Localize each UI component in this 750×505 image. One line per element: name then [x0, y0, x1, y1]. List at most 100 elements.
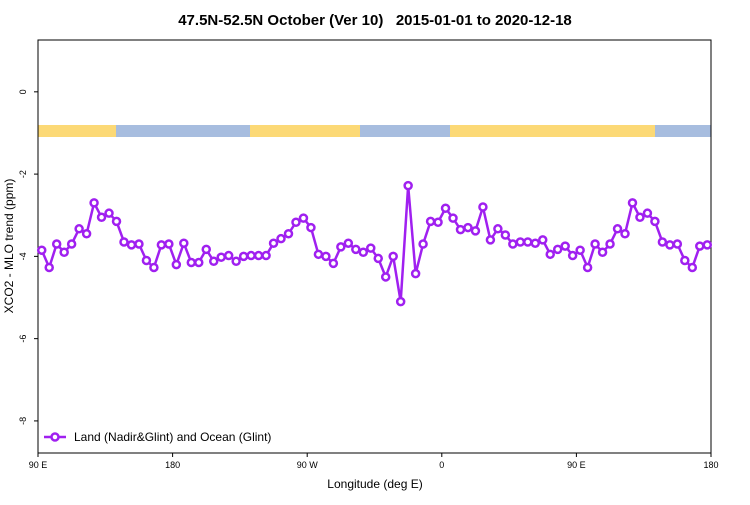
y-tick-label: -6 [18, 335, 28, 343]
point [463, 222, 473, 233]
y-tick-label: 0 [18, 89, 28, 94]
point [478, 202, 488, 212]
point [508, 239, 518, 249]
point [567, 250, 578, 261]
x-tick-label: 180 [703, 460, 718, 470]
point [134, 239, 144, 249]
point [141, 255, 152, 266]
x-tick-label: 90 E [567, 460, 586, 470]
point [74, 224, 84, 234]
point [201, 244, 211, 255]
point [268, 238, 279, 248]
point [500, 230, 511, 240]
y-tick-label: -8 [18, 417, 28, 425]
point [433, 217, 443, 227]
point [283, 228, 294, 239]
point [418, 239, 428, 249]
point [59, 247, 69, 258]
point [119, 237, 129, 247]
point [612, 224, 623, 234]
point [81, 228, 92, 239]
point [336, 242, 346, 252]
point [171, 259, 182, 270]
point [291, 217, 301, 227]
point [358, 247, 369, 258]
x-tick-label: 90 W [297, 460, 319, 470]
point [582, 262, 593, 273]
point [560, 241, 570, 251]
point [680, 255, 690, 266]
point [223, 250, 234, 261]
y-tick-label: -4 [18, 252, 28, 260]
point [208, 256, 219, 267]
point [515, 237, 526, 247]
point [373, 253, 383, 264]
point [89, 198, 99, 208]
point [36, 245, 47, 255]
point [164, 239, 174, 249]
point [298, 213, 309, 223]
point [313, 249, 324, 260]
point [104, 208, 114, 218]
point [96, 212, 107, 223]
point [440, 203, 451, 213]
point [657, 237, 668, 247]
point [253, 250, 264, 261]
point [538, 235, 548, 245]
point [231, 256, 241, 267]
point [523, 237, 533, 247]
point [66, 239, 77, 249]
x-axis-label: Longitude (deg E) [327, 477, 422, 491]
point [485, 235, 496, 245]
point [702, 240, 713, 250]
legend-label: Land (Nadir&Glint) and Ocean (Glint) [74, 430, 271, 444]
point [493, 224, 503, 234]
point [665, 240, 675, 250]
point [149, 262, 159, 273]
point [672, 239, 683, 249]
point [635, 212, 645, 223]
point [343, 238, 354, 248]
point [545, 249, 555, 260]
point [575, 245, 585, 255]
land-ocean-strip [38, 125, 711, 137]
point [388, 251, 398, 262]
y-axis-label: XCO2 - MLO trend (ppm) [2, 179, 16, 314]
point [650, 216, 660, 227]
chart-title: 47.5N-52.5N October (Ver 10) 2015-01-01 … [178, 12, 572, 29]
point [605, 239, 615, 249]
point [186, 257, 197, 268]
point [627, 198, 638, 208]
x-tick-label: 0 [439, 460, 444, 470]
point [552, 244, 563, 255]
y-tick-label: -2 [18, 170, 28, 178]
point [261, 250, 271, 261]
point [44, 262, 54, 273]
x-tick-label: 180 [165, 460, 180, 470]
point [410, 268, 421, 279]
point [194, 257, 204, 268]
point [246, 250, 256, 261]
legend-marker [50, 432, 60, 442]
point [156, 240, 167, 250]
point [620, 228, 630, 239]
point [276, 233, 286, 244]
point [448, 213, 458, 223]
point [403, 180, 413, 191]
point [366, 243, 376, 253]
point [321, 251, 331, 262]
point [470, 226, 481, 236]
point [687, 262, 698, 273]
point [695, 241, 705, 251]
point [380, 272, 391, 282]
point [590, 239, 600, 249]
point [306, 222, 316, 233]
point [111, 216, 122, 227]
point [642, 208, 653, 218]
point [351, 244, 361, 255]
point [530, 238, 541, 248]
point [328, 258, 339, 269]
point [216, 252, 226, 262]
point [425, 216, 436, 227]
